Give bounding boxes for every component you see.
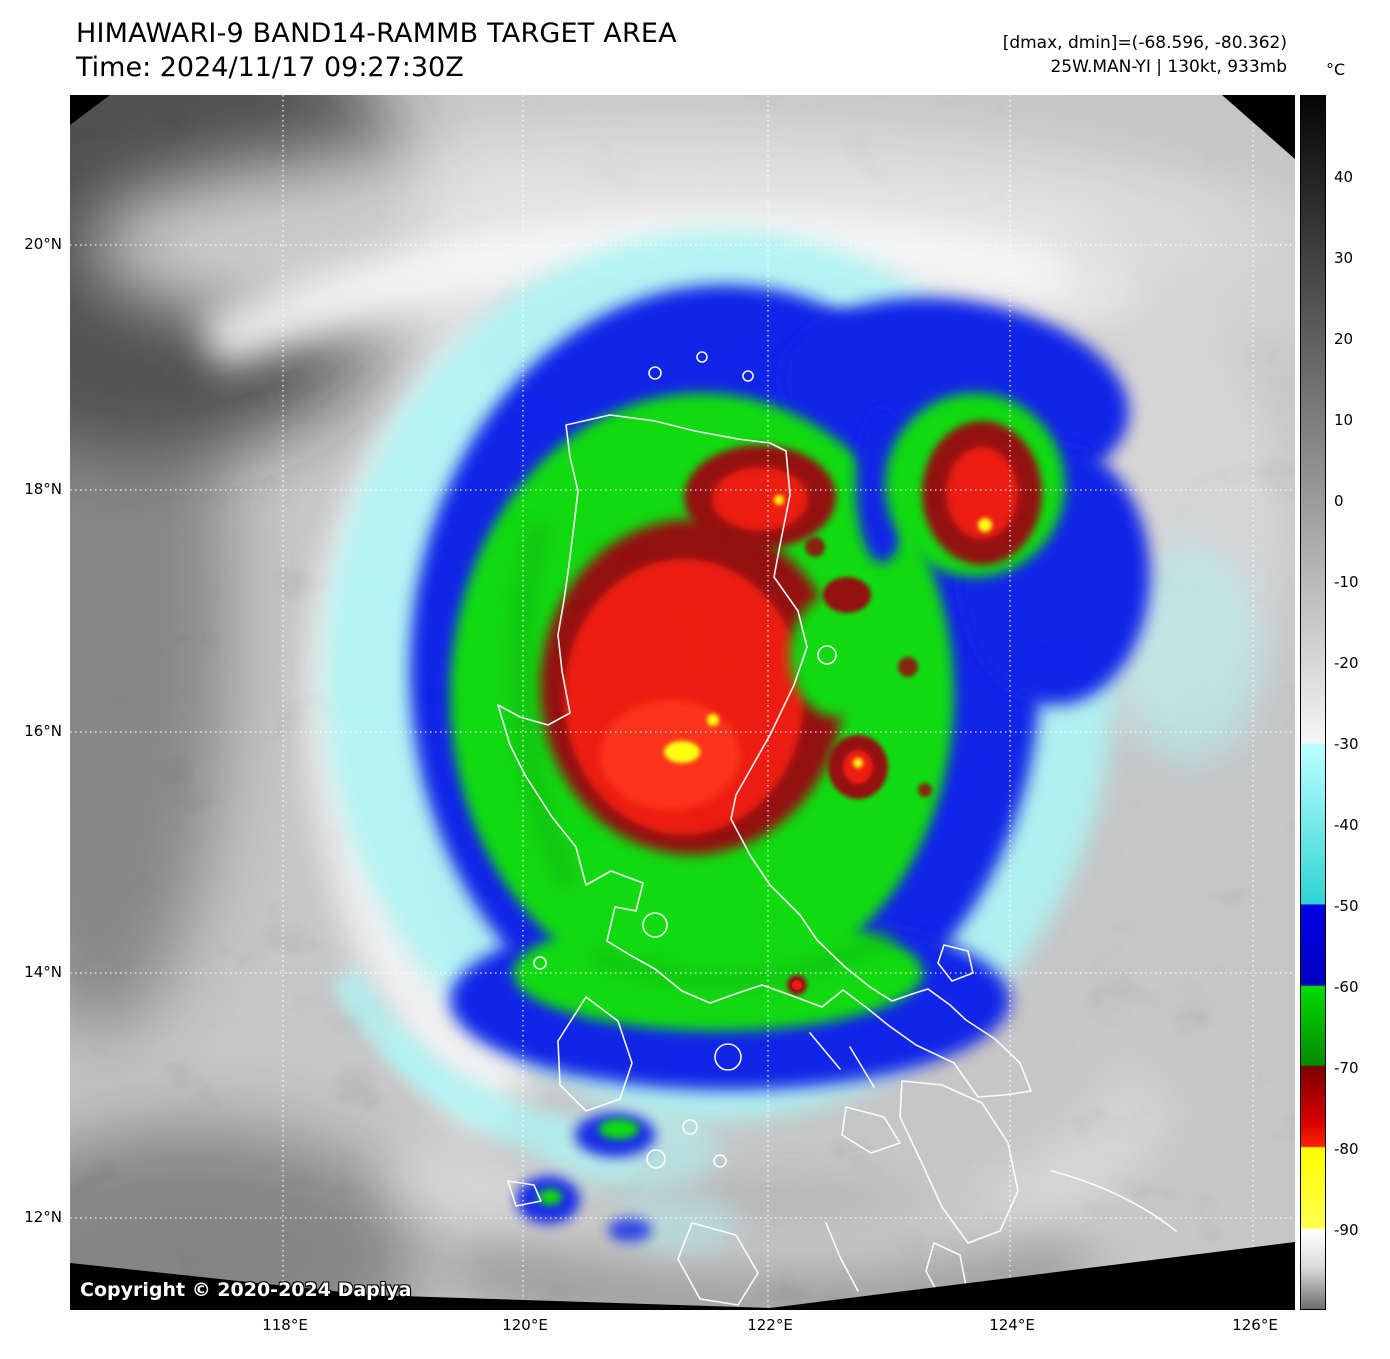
lat-label-18n: 18°N: [24, 480, 62, 498]
lon-label-126e: 126°E: [1232, 1316, 1278, 1334]
colorbar-tick-0: 0: [1334, 492, 1344, 510]
colorbar-tick-neg50: -50: [1334, 897, 1359, 915]
colorbar-tick-10: 10: [1334, 411, 1354, 429]
lat-label-16n: 16°N: [24, 722, 62, 740]
colorbar-tick-neg10: -10: [1334, 573, 1359, 591]
storm-info: 25W.MAN-YI | 130kt, 933mb: [1050, 57, 1287, 77]
copyright: Copyright © 2020-2024 Dapiya: [80, 1279, 412, 1301]
dmax-dmin-readout: [dmax, dmin]=(-68.596, -80.362): [1002, 33, 1287, 53]
colorbar-tick-neg90: -90: [1334, 1221, 1359, 1239]
colorbar-tick-neg20: -20: [1334, 654, 1359, 672]
grid-layer: [70, 95, 1295, 1310]
colorbar: [1300, 95, 1326, 1310]
lon-label-120e: 120°E: [502, 1316, 548, 1334]
coastline-layer: [497, 351, 1177, 1306]
colorbar-unit-label: °C: [1326, 60, 1346, 79]
colorbar-tick-neg70: -70: [1334, 1059, 1359, 1077]
colorbar-tick-40: 40: [1334, 168, 1354, 186]
lon-label-124e: 124°E: [989, 1316, 1035, 1334]
colorbar-tick-30: 30: [1334, 249, 1354, 267]
lat-label-12n: 12°N: [24, 1208, 62, 1226]
storm-layer: [70, 95, 1295, 1310]
colorbar-tick-neg30: -30: [1334, 735, 1359, 753]
colorbar-tick-neg60: -60: [1334, 978, 1359, 996]
colorbar-tick-neg80: -80: [1334, 1140, 1359, 1158]
lon-label-122e: 122°E: [747, 1316, 793, 1334]
colorbar-tick-neg40: -40: [1334, 816, 1359, 834]
satellite-image: [70, 95, 1295, 1310]
lat-label-14n: 14°N: [24, 963, 62, 981]
lon-label-118e: 118°E: [262, 1316, 308, 1334]
page-title: HIMAWARI-9 BAND14-RAMMB TARGET AREA: [76, 18, 677, 49]
satellite-map: Copyright © 2020-2024 Dapiya: [70, 95, 1295, 1310]
colorbar-tick-20: 20: [1334, 330, 1354, 348]
scan-edge-layer: [70, 95, 1295, 1310]
lat-label-20n: 20°N: [24, 235, 62, 253]
timestamp: Time: 2024/11/17 09:27:30Z: [76, 52, 464, 83]
